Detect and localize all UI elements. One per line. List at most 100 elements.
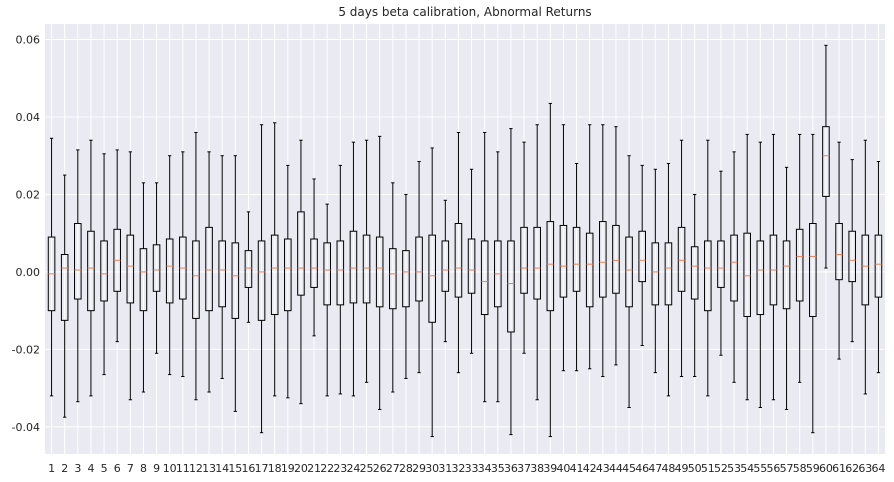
box-49 xyxy=(677,139,686,378)
iqr-box xyxy=(349,230,358,304)
x-tick-label: 10 xyxy=(163,462,177,475)
y-tick-label: -0.04 xyxy=(12,421,40,434)
iqr-box xyxy=(835,223,843,281)
y-tick-label: 0.04 xyxy=(16,111,41,124)
box-42 xyxy=(585,124,594,370)
x-tick-label: 56 xyxy=(766,462,780,475)
x-tick-label: 59 xyxy=(806,462,820,475)
box-60 xyxy=(822,44,830,269)
x-tick-label: 58 xyxy=(793,462,807,475)
box-26 xyxy=(375,135,384,410)
x-tick-label: 19 xyxy=(281,462,295,475)
x-tick-label: 39 xyxy=(543,462,557,475)
x-tick-label: 30 xyxy=(425,462,439,475)
y-tick-label: -0.02 xyxy=(12,343,40,356)
iqr-box xyxy=(231,242,240,319)
boxes-layer xyxy=(47,44,883,438)
x-tick-label: 31 xyxy=(438,462,452,475)
iqr-box xyxy=(743,232,751,317)
box-59 xyxy=(809,133,817,434)
box-9 xyxy=(152,182,161,354)
x-tick-label: 48 xyxy=(661,462,675,475)
iqr-box xyxy=(257,240,266,321)
box-39 xyxy=(546,102,555,438)
iqr-box xyxy=(717,240,725,288)
iqr-box xyxy=(284,238,292,312)
x-tick-label: 52 xyxy=(714,462,728,475)
box-55 xyxy=(756,141,765,409)
iqr-box xyxy=(809,223,817,317)
iqr-box xyxy=(165,238,174,304)
x-tick-label: 36 xyxy=(504,462,518,475)
box-11 xyxy=(179,151,187,378)
x-tick-label: 16 xyxy=(241,462,255,475)
iqr-box xyxy=(559,224,568,298)
x-tick-label: 15 xyxy=(228,462,242,475)
box-34 xyxy=(480,131,489,403)
box-15 xyxy=(231,155,240,412)
box-19 xyxy=(284,164,292,399)
iqr-box xyxy=(651,242,660,306)
x-tick-label: 7 xyxy=(127,462,134,475)
box-7 xyxy=(126,151,135,401)
x-tick-label: 34 xyxy=(478,462,492,475)
iqr-box xyxy=(244,250,253,288)
x-tick-label: 51 xyxy=(701,462,715,475)
iqr-box xyxy=(612,224,620,294)
box-36 xyxy=(507,128,515,436)
iqr-box xyxy=(467,238,476,294)
box-31 xyxy=(441,199,450,343)
box-24 xyxy=(349,141,358,397)
box-23 xyxy=(336,164,345,395)
x-tick-label: 25 xyxy=(360,462,374,475)
x-tick-label: 38 xyxy=(530,462,544,475)
x-tick-label: 2 xyxy=(61,462,68,475)
box-53 xyxy=(730,151,738,383)
box-13 xyxy=(205,151,213,393)
iqr-box xyxy=(585,232,594,308)
box-44 xyxy=(612,126,620,366)
box-14 xyxy=(218,155,226,379)
x-tick-label: 43 xyxy=(596,462,610,475)
plot-area xyxy=(45,24,885,454)
box-10 xyxy=(165,155,174,376)
box-6 xyxy=(113,149,121,343)
x-tick-label: 63 xyxy=(858,462,872,475)
x-tick-label: 54 xyxy=(740,462,754,475)
box-2 xyxy=(60,174,69,418)
x-tick-label: 21 xyxy=(307,462,321,475)
x-tick-label: 50 xyxy=(688,462,702,475)
box-45 xyxy=(625,155,633,409)
iqr-box xyxy=(402,250,410,308)
x-tick-label: 8 xyxy=(140,462,147,475)
x-tick-label: 12 xyxy=(189,462,203,475)
x-tick-label: 1 xyxy=(48,462,55,475)
box-58 xyxy=(795,133,804,383)
x-tick-label: 57 xyxy=(780,462,794,475)
x-tick-label: 17 xyxy=(255,462,269,475)
x-tick-label: 64 xyxy=(871,462,885,475)
iqr-box xyxy=(336,240,345,306)
iqr-box xyxy=(74,223,82,300)
box-62 xyxy=(848,159,856,343)
box-46 xyxy=(638,164,646,347)
chart-title: 5 days beta calibration, Abnormal Return… xyxy=(338,5,591,19)
iqr-box xyxy=(192,240,200,319)
box-5 xyxy=(100,153,108,376)
iqr-box xyxy=(310,238,318,288)
box-21 xyxy=(310,178,318,337)
x-tick-label: 11 xyxy=(176,462,190,475)
x-tick-label: 18 xyxy=(268,462,282,475)
box-28 xyxy=(402,193,410,379)
iqr-box xyxy=(100,240,108,302)
box-52 xyxy=(717,170,725,356)
x-tick-label: 28 xyxy=(399,462,413,475)
x-tick-label: 46 xyxy=(635,462,649,475)
x-tick-label: 24 xyxy=(346,462,360,475)
box-8 xyxy=(139,182,148,393)
box-40 xyxy=(559,124,568,372)
iqr-box xyxy=(415,236,423,302)
x-tick-label: 45 xyxy=(622,462,636,475)
iqr-box xyxy=(126,234,135,304)
